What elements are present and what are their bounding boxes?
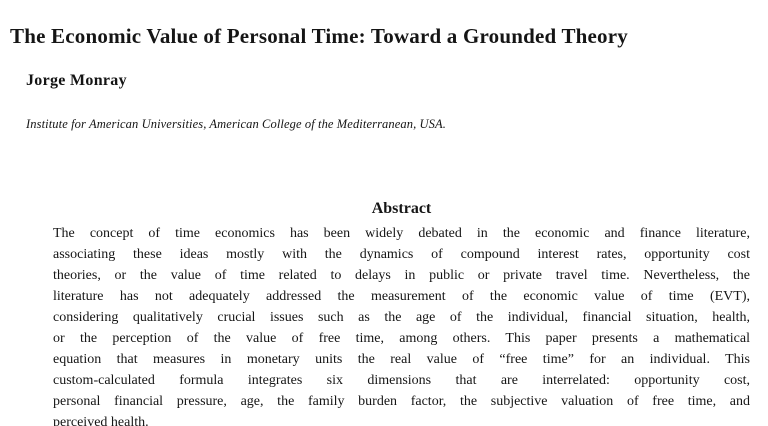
abstract-line: perceived health. <box>53 415 149 426</box>
abstract-line: The concept of time economics has been w… <box>53 226 750 241</box>
abstract-text: The concept of time economics has been w… <box>53 223 750 426</box>
author-name: Jorge Monray <box>26 72 127 89</box>
abstract-line: considering qualitatively crucial issues… <box>53 310 750 325</box>
abstract-line: literature has not adequately addressed … <box>53 289 750 304</box>
author-affiliation: Institute for American Universities, Ame… <box>26 117 446 131</box>
abstract-line: associating these ideas mostly with the … <box>53 247 750 262</box>
paper-title: The Economic Value of Personal Time: Tow… <box>10 24 628 49</box>
abstract-line: or the perception of the value of free t… <box>53 331 750 346</box>
abstract-line: theories, or the value of time related t… <box>53 268 750 283</box>
abstract-line: equation that measures in monetary units… <box>53 352 750 367</box>
abstract-line: custom-calculated formula integrates six… <box>53 373 750 388</box>
abstract-line: personal financial pressure, age, the fa… <box>53 394 750 409</box>
abstract-heading: Abstract <box>371 200 432 217</box>
abstract-section: Abstract The concept of time economics h… <box>53 200 750 426</box>
